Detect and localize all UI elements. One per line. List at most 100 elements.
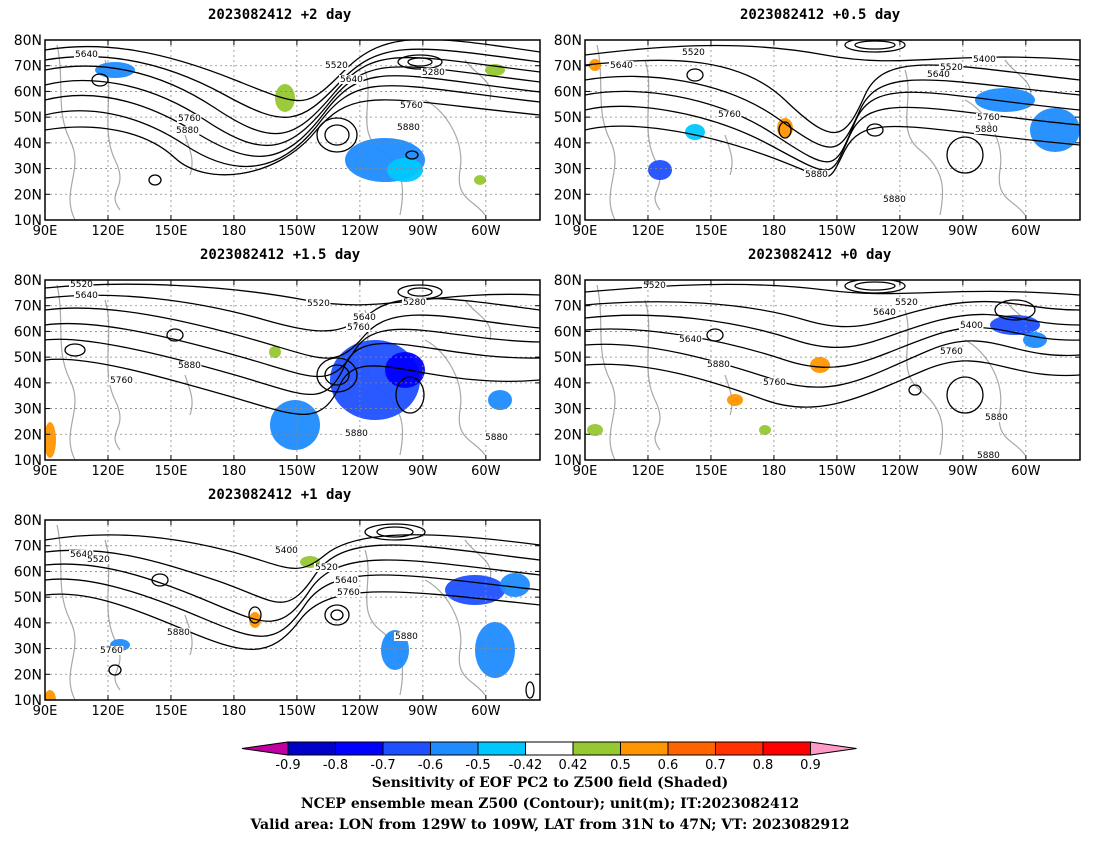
contour-label: 5640 [679, 335, 702, 345]
z500-contour [45, 85, 540, 168]
z500-contour [585, 327, 1080, 368]
lat-label: 40N [554, 136, 582, 152]
z500-closed-contour [706, 328, 724, 342]
contour-label: 5640 [75, 50, 98, 60]
map-border [584, 279, 1081, 461]
z500-closed-contour [316, 117, 358, 153]
lat-label: 40N [14, 616, 42, 632]
coastline [184, 374, 193, 416]
panel-title: 2023082412 +1 day [208, 487, 352, 503]
contour-label-bg [882, 195, 907, 204]
lon-label: 90E [33, 704, 58, 719]
map-plot: 5640 5520 5640 5280 5760 5760 5880 5880 80N 70N 60… [14, 33, 541, 239]
colorbar-tick-label: 0.42 [559, 758, 588, 773]
z500-contour [45, 574, 540, 637]
z500-closed-contour [148, 174, 162, 186]
lat-label: 20N [14, 427, 42, 443]
map-background [585, 280, 1080, 460]
contour-label-bg [974, 125, 999, 134]
z500-contour [45, 544, 540, 603]
lat-label: 10N [14, 453, 42, 469]
lon-label: 120W [341, 224, 379, 239]
z500-contour [45, 559, 540, 622]
sensitivity-shading [45, 422, 56, 458]
contour-label: 5640 [335, 576, 358, 586]
contour-label: 5280 [403, 298, 426, 308]
lon-label: 90W [948, 224, 978, 239]
lon-label: 150W [278, 224, 316, 239]
colorbar-tick-label: -0.7 [370, 758, 395, 773]
contour-label-bg [399, 101, 424, 110]
contour-label: 5640 [75, 291, 98, 301]
contour-label-bg [421, 68, 446, 77]
coastline [424, 339, 486, 456]
contour-label-bg [402, 298, 427, 307]
lat-label: 70N [554, 59, 582, 75]
contour-label: 5760 [178, 114, 201, 124]
sensitivity-shading [587, 424, 603, 436]
colorbar-tick-label: 0.8 [753, 758, 774, 773]
colorbar-tick-label: -0.6 [418, 758, 443, 773]
lat-label: 30N [554, 162, 582, 178]
lon-label: 150E [154, 464, 187, 479]
colorbar-box [572, 741, 621, 756]
lon-label: 150E [154, 704, 187, 719]
contour-label: 5640 [927, 70, 950, 80]
contour-label: 5640 [70, 550, 93, 560]
panel-title: 2023082412 +0 day [748, 247, 892, 263]
lon-label: 150W [278, 704, 316, 719]
z500-closed-contour [854, 40, 896, 50]
z500-closed-contour [395, 376, 425, 414]
colorbar-box [620, 741, 669, 756]
z500-closed-contour [405, 150, 419, 160]
lat-label: 60N [554, 84, 582, 100]
z500-closed-contour [525, 681, 535, 699]
contour-label: 5640 [340, 75, 363, 85]
z500-contour [45, 338, 540, 396]
lon-label: 180 [762, 464, 787, 479]
lon-label: 90E [573, 464, 598, 479]
panel-title: 2023082412 +2 day [208, 7, 352, 23]
contour-label-bg [894, 298, 919, 307]
lat-label: 60N [14, 564, 42, 580]
lon-label: 120W [341, 704, 379, 719]
contour-label: 5760 [337, 588, 360, 598]
contour-label: 5880 [985, 413, 1008, 423]
caption-line-1: Sensitivity of EOF PC2 to Z500 field (Sh… [371, 775, 729, 791]
z500-closed-contour [397, 54, 443, 70]
contour-label: 5880 [345, 429, 368, 439]
colorbar-box [667, 741, 716, 756]
sensitivity-shading [269, 346, 281, 358]
lon-label: 90W [408, 464, 438, 479]
panel-plus-1-day: 2023082412 +1 day 5400 5520 5640 5520 5640 57… [0, 480, 550, 725]
lat-label: 10N [554, 453, 582, 469]
contour-label: 5760 [940, 347, 963, 357]
lat-label: 80N [14, 33, 42, 49]
contour-label: 5400 [960, 321, 983, 331]
panel-plus-2-day: 2023082412 +2 day 5640 5520 5640 5280 5760 57… [0, 0, 550, 245]
contour-label: 5880 [975, 125, 998, 135]
coastline [464, 539, 492, 581]
lon-label: 90E [33, 464, 58, 479]
contour-label-bg [109, 376, 134, 385]
contour-label-bg [609, 61, 634, 70]
lon-label: 120W [881, 224, 919, 239]
z500-contour [45, 48, 540, 118]
lat-label: 60N [554, 324, 582, 340]
z500-contour [45, 591, 540, 651]
contour-label-bg [762, 378, 787, 387]
z500-contour [585, 75, 1080, 148]
coastline [184, 134, 193, 176]
contour-label-bg [396, 123, 421, 132]
contour-label-bg [976, 451, 1001, 460]
z500-contour [585, 313, 1080, 348]
coastline [964, 99, 1026, 216]
contour-label-bg [642, 281, 667, 290]
lat-label: 10N [14, 213, 42, 229]
contour-label-bg [339, 75, 364, 84]
lat-label: 80N [554, 273, 582, 289]
contour-label: 5520 [940, 63, 963, 73]
